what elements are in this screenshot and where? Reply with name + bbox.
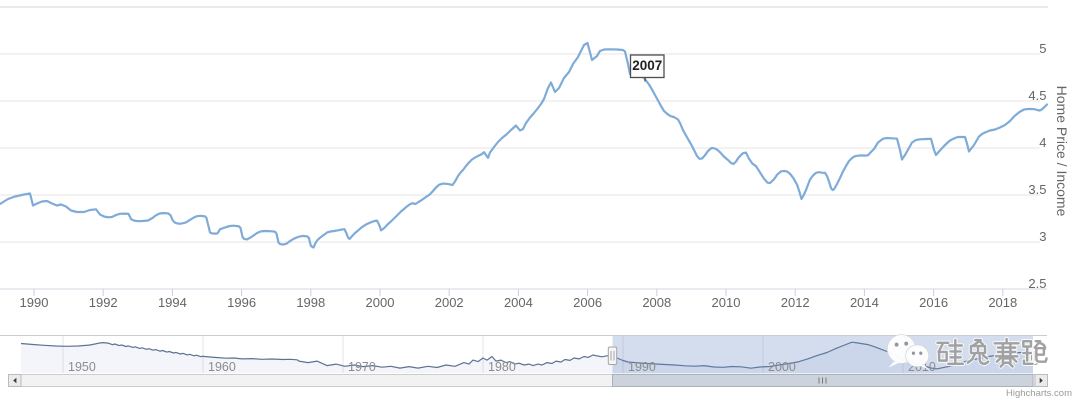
- svg-text:Highcharts.com: Highcharts.com: [1006, 388, 1072, 399]
- svg-text:1992: 1992: [89, 295, 118, 310]
- svg-text:2010: 2010: [712, 295, 741, 310]
- svg-text:2007: 2007: [632, 58, 662, 73]
- svg-text:2014: 2014: [850, 295, 879, 310]
- svg-text:2004: 2004: [504, 295, 533, 310]
- svg-text:3: 3: [1039, 229, 1046, 244]
- svg-text:5: 5: [1039, 41, 1046, 56]
- svg-text:1994: 1994: [158, 295, 187, 310]
- svg-text:2008: 2008: [642, 295, 671, 310]
- svg-text:1990: 1990: [20, 295, 49, 310]
- svg-text:2012: 2012: [781, 295, 810, 310]
- svg-text:2006: 2006: [573, 295, 602, 310]
- svg-text:1950: 1950: [68, 360, 96, 374]
- svg-text:1980: 1980: [488, 360, 516, 374]
- svg-text:2.5: 2.5: [1028, 276, 1046, 291]
- svg-text:2002: 2002: [435, 295, 464, 310]
- svg-text:1960: 1960: [208, 360, 236, 374]
- svg-text:1970: 1970: [348, 360, 376, 374]
- svg-text:1996: 1996: [227, 295, 256, 310]
- svg-text:4.5: 4.5: [1028, 88, 1046, 103]
- svg-text:Home Price / Income: Home Price / Income: [1054, 86, 1070, 217]
- svg-text:3.5: 3.5: [1028, 182, 1046, 197]
- svg-text:1998: 1998: [296, 295, 325, 310]
- svg-text:2000: 2000: [768, 360, 796, 374]
- svg-text:1990: 1990: [628, 360, 656, 374]
- svg-text:2018: 2018: [988, 295, 1017, 310]
- svg-text:2016: 2016: [919, 295, 948, 310]
- svg-text:2000: 2000: [366, 295, 395, 310]
- svg-text:4: 4: [1039, 135, 1046, 150]
